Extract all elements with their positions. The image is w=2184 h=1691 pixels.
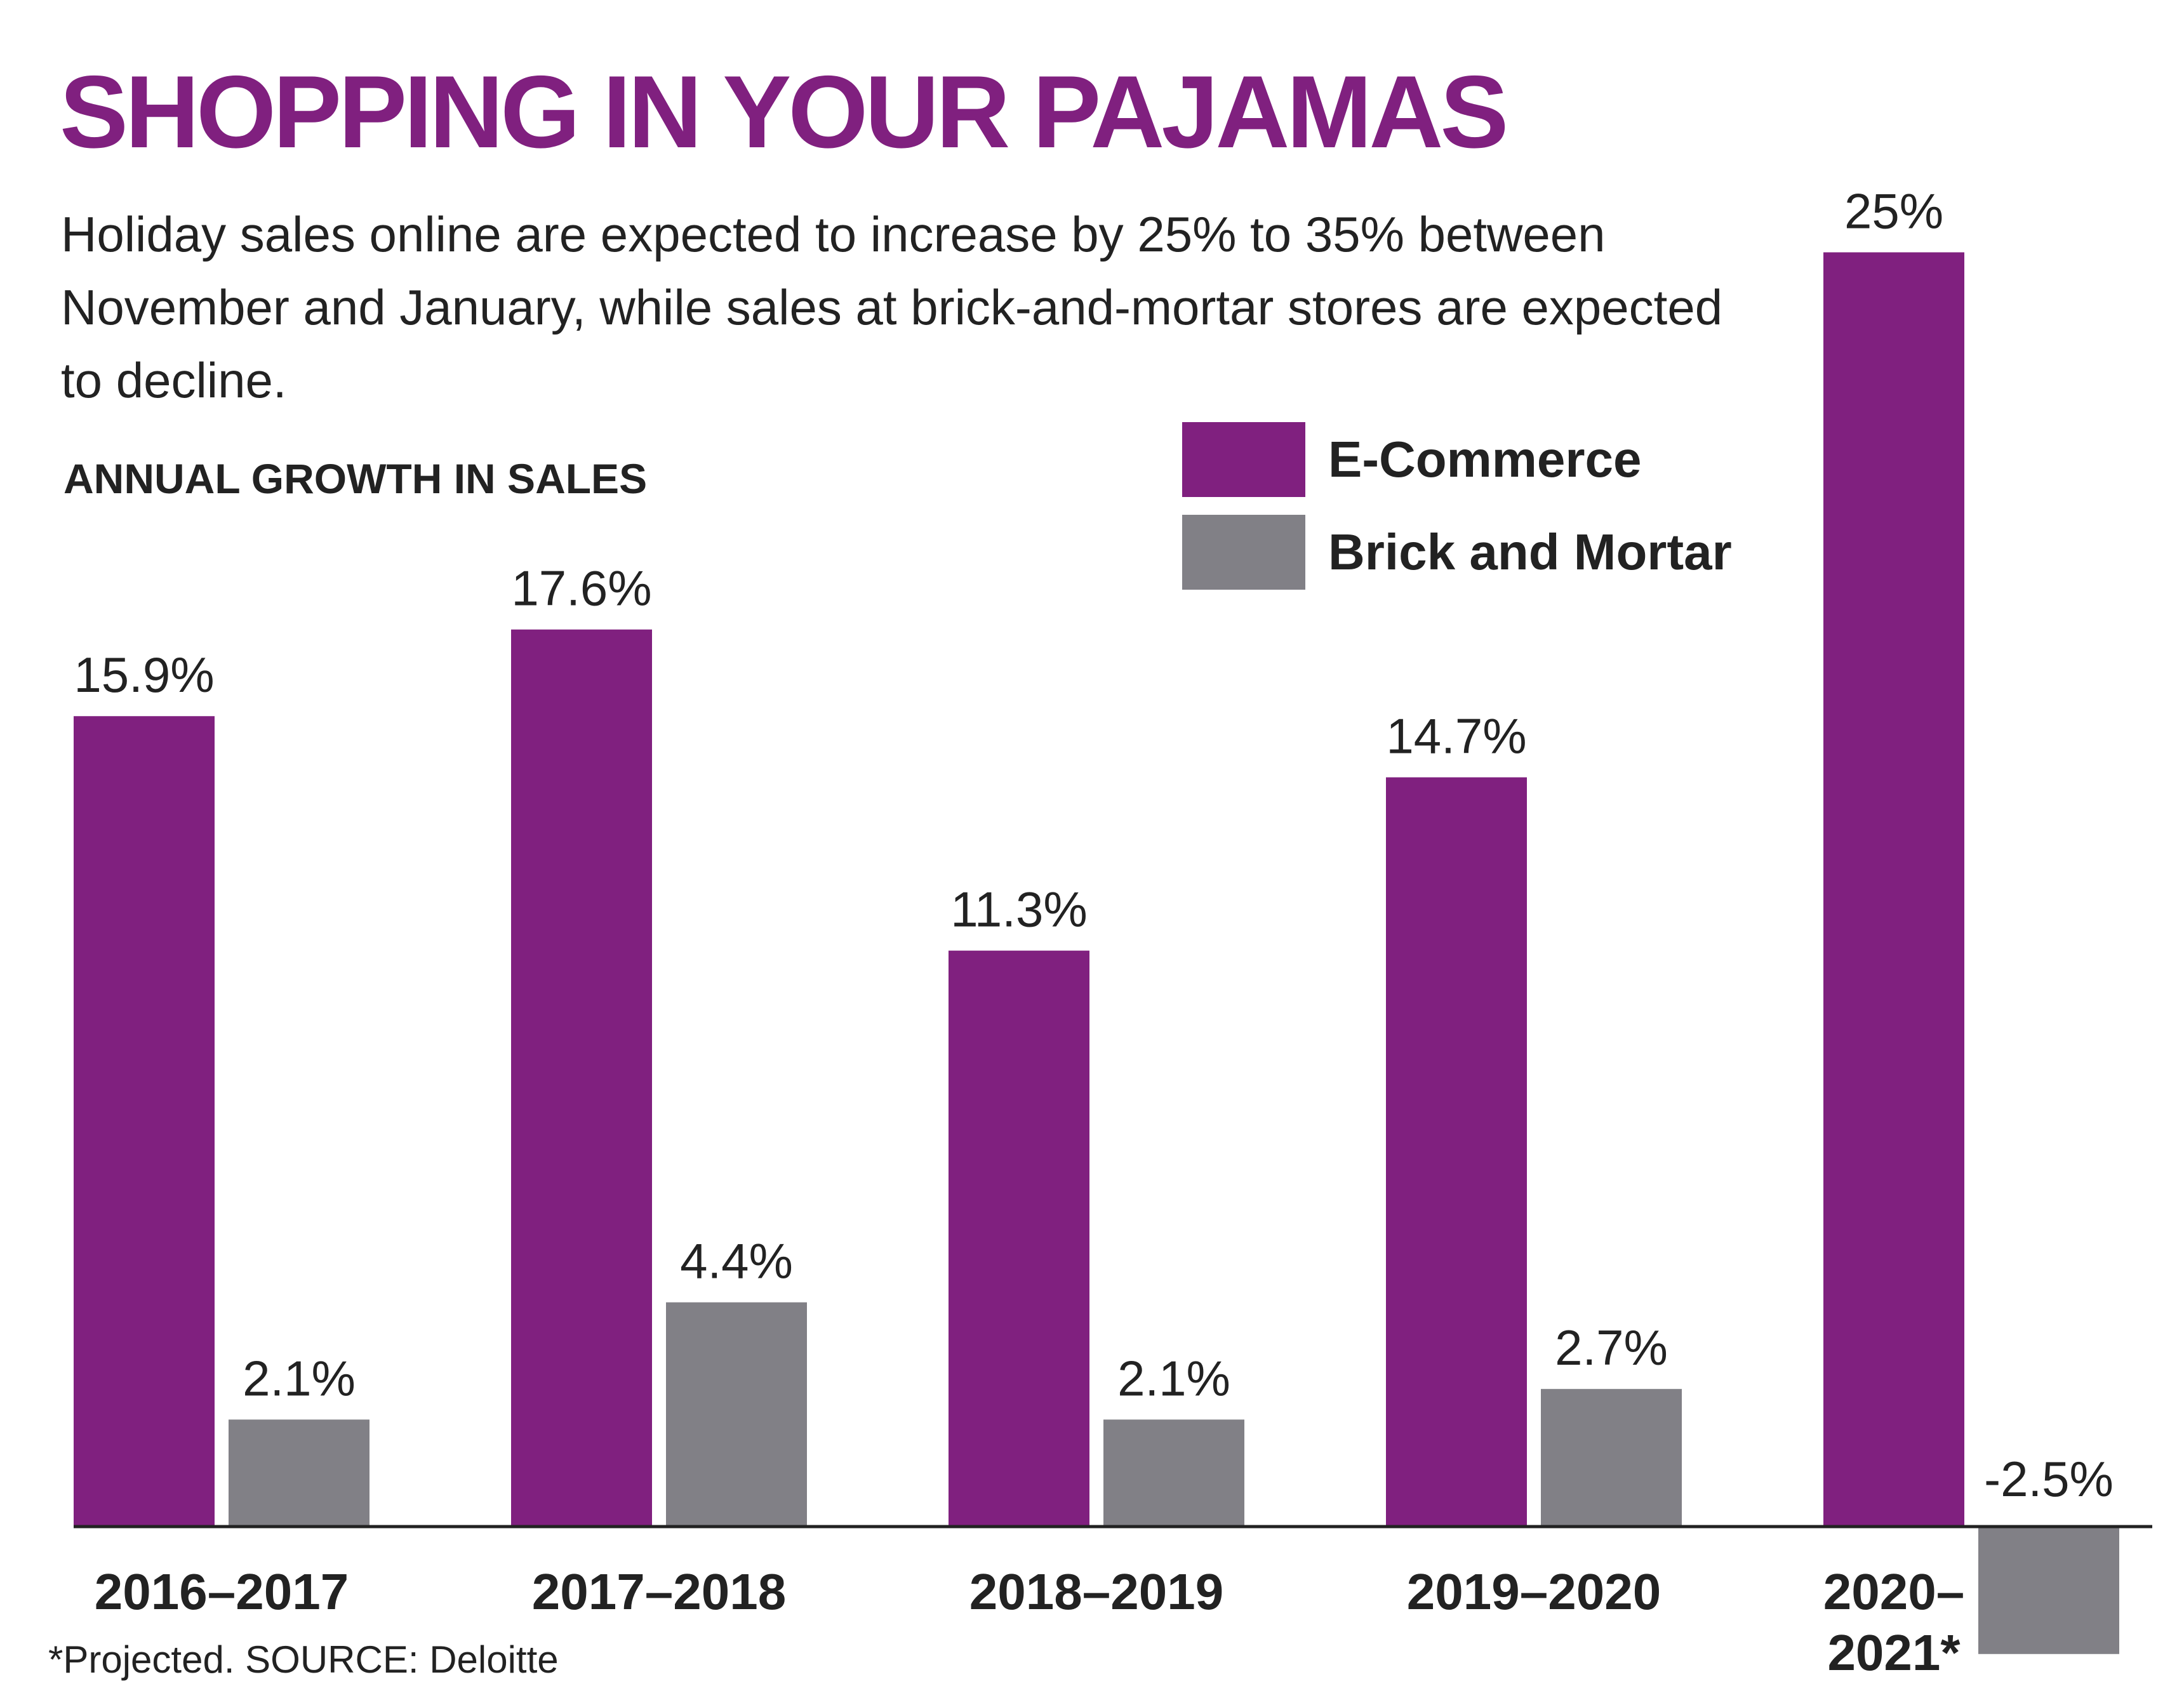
legend-swatch-brick-and-mortar: [1182, 515, 1305, 590]
legend-label-ecommerce: E-Commerce: [1328, 431, 1642, 487]
bar-brick-and-mortar-2: [1103, 1419, 1244, 1527]
legend-item-ecommerce: E-Commerce: [1182, 422, 1732, 497]
data-label-brick-and-mortar-3: 2.7%: [1555, 1320, 1668, 1376]
bar-e-commerce-0: [74, 716, 215, 1527]
bar-e-commerce-3: [1386, 777, 1527, 1527]
bar-brick-and-mortar-4: [1978, 1527, 2119, 1654]
legend: E-Commerce Brick and Mortar: [1182, 422, 1732, 607]
legend-item-brick-and-mortar: Brick and Mortar: [1182, 515, 1732, 590]
data-label-brick-and-mortar-0: 2.1%: [243, 1350, 356, 1406]
x-tick-label-1: 2017–2018: [532, 1563, 786, 1620]
x-tick-label-0: 2016–2017: [95, 1563, 349, 1620]
data-label-e-commerce-3: 14.7%: [1386, 708, 1526, 764]
data-label-brick-and-mortar-2: 2.1%: [1117, 1350, 1230, 1406]
legend-label-brick-and-mortar: Brick and Mortar: [1328, 524, 1732, 580]
x-tick-label-4: 2020– 2021*: [1823, 1563, 1964, 1681]
legend-swatch-ecommerce: [1182, 422, 1305, 497]
chart-subtitle: Holiday sales online are expected to inc…: [61, 206, 1723, 408]
bar-brick-and-mortar-1: [666, 1302, 807, 1527]
chart-title: SHOPPING IN YOUR PAJAMAS: [60, 55, 1508, 169]
x-tick-label-3: 2019–2020: [1407, 1563, 1661, 1620]
data-label-e-commerce-2: 11.3%: [950, 882, 1087, 938]
bar-brick-and-mortar-3: [1541, 1389, 1682, 1527]
bar-e-commerce-2: [949, 950, 1089, 1527]
bar-e-commerce-1: [511, 629, 652, 1527]
data-label-brick-and-mortar-1: 4.4%: [680, 1233, 793, 1289]
data-label-e-commerce-4: 25%: [1844, 183, 1943, 239]
data-label-brick-and-mortar-4: -2.5%: [1984, 1451, 2114, 1507]
x-tick-label-2: 2018–2019: [969, 1563, 1223, 1620]
bar-brick-and-mortar-0: [229, 1419, 370, 1527]
bar-e-commerce-4: [1823, 252, 1964, 1527]
source-note: *Projected. SOURCE: Deloitte: [48, 1638, 559, 1681]
data-label-e-commerce-1: 17.6%: [511, 560, 651, 616]
data-label-e-commerce-0: 15.9%: [74, 647, 214, 703]
section-label: ANNUAL GROWTH IN SALES: [63, 455, 648, 502]
